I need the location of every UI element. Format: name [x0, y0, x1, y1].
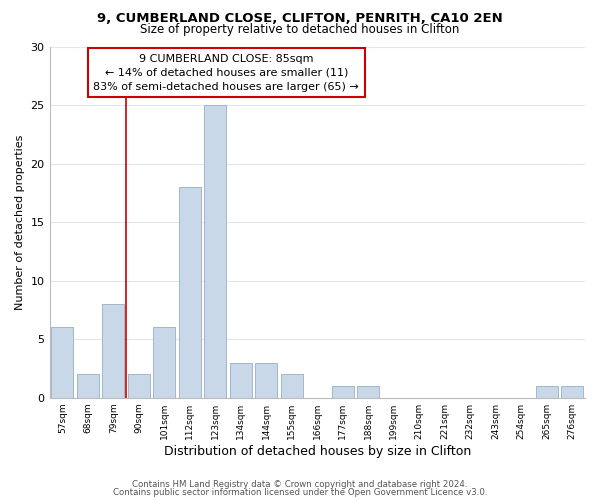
X-axis label: Distribution of detached houses by size in Clifton: Distribution of detached houses by size … — [164, 444, 471, 458]
Bar — [536, 386, 557, 398]
Bar — [562, 386, 583, 398]
Bar — [179, 187, 200, 398]
Bar — [230, 362, 251, 398]
Text: Contains public sector information licensed under the Open Government Licence v3: Contains public sector information licen… — [113, 488, 487, 497]
Y-axis label: Number of detached properties: Number of detached properties — [15, 134, 25, 310]
Text: Size of property relative to detached houses in Clifton: Size of property relative to detached ho… — [140, 24, 460, 36]
Bar — [358, 386, 379, 398]
Bar — [77, 374, 98, 398]
Bar — [332, 386, 353, 398]
Bar — [128, 374, 149, 398]
Bar — [281, 374, 302, 398]
Bar — [103, 304, 124, 398]
Text: 9 CUMBERLAND CLOSE: 85sqm
← 14% of detached houses are smaller (11)
83% of semi-: 9 CUMBERLAND CLOSE: 85sqm ← 14% of detac… — [94, 54, 359, 92]
Bar — [205, 105, 226, 398]
Bar — [154, 328, 175, 398]
Bar — [256, 362, 277, 398]
Text: 9, CUMBERLAND CLOSE, CLIFTON, PENRITH, CA10 2EN: 9, CUMBERLAND CLOSE, CLIFTON, PENRITH, C… — [97, 12, 503, 26]
Text: Contains HM Land Registry data © Crown copyright and database right 2024.: Contains HM Land Registry data © Crown c… — [132, 480, 468, 489]
Bar — [52, 328, 73, 398]
